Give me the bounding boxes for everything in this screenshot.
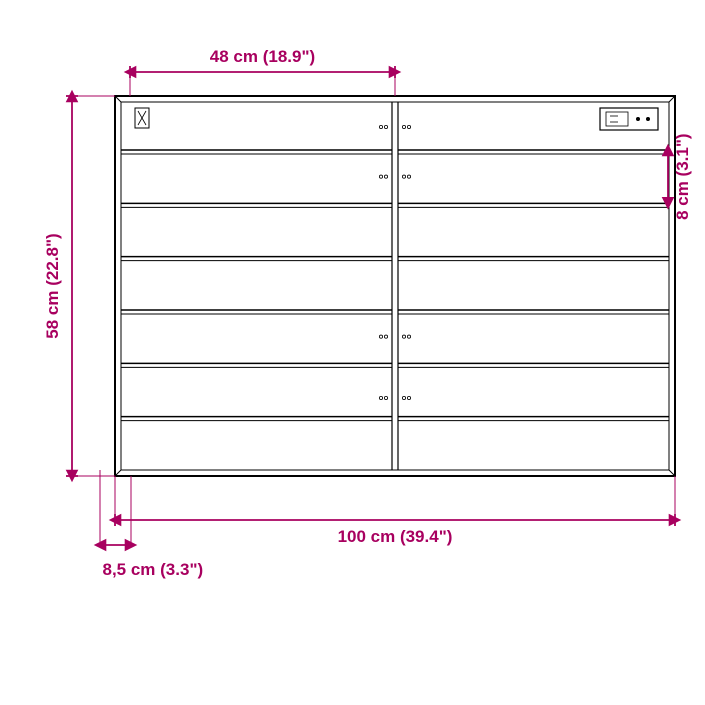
svg-text:8 cm (3.1"): 8 cm (3.1") [673,133,692,220]
svg-text:100 cm (39.4"): 100 cm (39.4") [338,527,453,546]
dimension-diagram: 48 cm (18.9") 58 cm (22.8") 100 cm (39.4")… [0,0,705,705]
svg-text:8,5 cm (3.3"): 8,5 cm (3.3") [103,560,204,579]
svg-text:58 cm (22.8"): 58 cm (22.8") [43,233,62,338]
svg-text:48 cm (18.9"): 48 cm (18.9") [210,47,315,66]
diagram-container: 48 cm (18.9") 58 cm (22.8") 100 cm (39.4")… [0,0,705,705]
